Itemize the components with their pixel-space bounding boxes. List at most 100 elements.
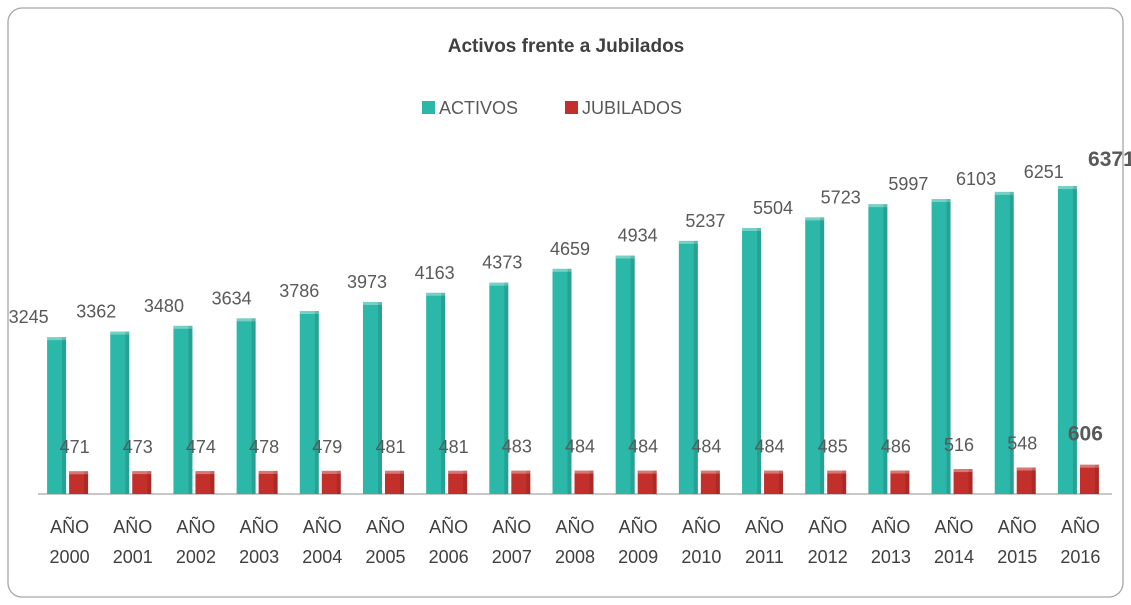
x-tick-label: AÑO 2007 bbox=[491, 517, 532, 567]
x-tick-label: AÑO 2014 bbox=[934, 517, 975, 567]
data-label: 3634 bbox=[212, 288, 252, 308]
bar bbox=[321, 470, 341, 494]
bar-cap bbox=[195, 471, 215, 475]
bar bbox=[299, 311, 319, 494]
data-label: 5237 bbox=[685, 211, 725, 231]
bar-cap bbox=[742, 227, 762, 231]
bar-cap bbox=[1016, 467, 1036, 471]
data-label: 548 bbox=[1007, 434, 1037, 454]
data-label: 485 bbox=[818, 437, 848, 457]
bar bbox=[448, 470, 468, 494]
bar bbox=[110, 331, 130, 494]
bar-cap bbox=[827, 470, 847, 474]
bar-cap bbox=[69, 471, 89, 475]
bar-shade bbox=[1072, 186, 1077, 494]
bar bbox=[552, 268, 572, 494]
bar bbox=[637, 470, 657, 494]
bar-shade bbox=[905, 470, 910, 494]
bar bbox=[195, 471, 215, 494]
bar bbox=[868, 204, 888, 494]
bar bbox=[511, 470, 531, 494]
data-label: 483 bbox=[502, 437, 532, 457]
bar-cap bbox=[931, 199, 951, 203]
x-tick-label: AÑO 2013 bbox=[870, 517, 911, 567]
legend-label: ACTIVOS bbox=[439, 98, 518, 118]
data-label: 5723 bbox=[821, 187, 861, 207]
bar bbox=[953, 469, 973, 494]
bar bbox=[700, 470, 720, 494]
bar-shade bbox=[399, 470, 404, 494]
bar-shade bbox=[526, 470, 531, 494]
bar-shade bbox=[188, 325, 193, 494]
bar-cap bbox=[1079, 464, 1099, 468]
bar-shade bbox=[652, 470, 657, 494]
bar bbox=[764, 470, 784, 494]
data-label: 6251 bbox=[1024, 162, 1064, 182]
bar-cap bbox=[994, 191, 1014, 195]
data-label: 481 bbox=[439, 437, 469, 457]
bar bbox=[678, 240, 698, 494]
x-tick-label: AÑO 2004 bbox=[302, 517, 343, 567]
chart-title: Activos frente a Jubilados bbox=[448, 36, 685, 57]
bar-shade bbox=[693, 240, 698, 494]
bar bbox=[615, 255, 635, 494]
bar bbox=[1016, 467, 1036, 494]
bar-shade bbox=[715, 470, 720, 494]
bar-cap bbox=[678, 240, 698, 244]
data-label: 481 bbox=[375, 437, 405, 457]
bar bbox=[805, 217, 825, 494]
data-label: 4659 bbox=[550, 239, 590, 259]
bar-shade bbox=[463, 470, 468, 494]
legend-swatch bbox=[565, 101, 578, 114]
data-label: 484 bbox=[628, 437, 658, 457]
bar-shade bbox=[273, 470, 278, 494]
bar-cap bbox=[868, 204, 888, 208]
bar bbox=[173, 325, 193, 494]
bar-cap bbox=[426, 292, 446, 296]
bar-cap bbox=[615, 255, 635, 259]
data-label: 471 bbox=[60, 437, 90, 457]
bar bbox=[47, 337, 67, 494]
bar-shade bbox=[441, 292, 446, 494]
data-label: 4163 bbox=[415, 263, 455, 283]
bar-shade bbox=[842, 470, 847, 494]
bar bbox=[931, 199, 951, 494]
bar bbox=[69, 471, 89, 494]
data-label: 3362 bbox=[76, 302, 116, 322]
bar bbox=[742, 227, 762, 494]
x-tick-label: AÑO 2016 bbox=[1060, 517, 1101, 567]
bar-cap bbox=[953, 469, 973, 473]
data-label: 484 bbox=[565, 437, 595, 457]
legend-label: JUBILADOS bbox=[582, 98, 682, 118]
x-tick-label: AÑO 2006 bbox=[428, 517, 469, 567]
data-label: 484 bbox=[755, 437, 785, 457]
x-tick-label: AÑO 2009 bbox=[618, 517, 659, 567]
bar-cap bbox=[132, 471, 152, 475]
bar-shade bbox=[1094, 464, 1099, 494]
bar-cap bbox=[805, 217, 825, 221]
x-tick-label: AÑO 2000 bbox=[49, 517, 90, 567]
bar bbox=[236, 318, 256, 494]
bar-cap bbox=[258, 470, 278, 474]
bar-shade bbox=[62, 337, 67, 494]
bar-shade bbox=[757, 227, 762, 494]
bar bbox=[384, 470, 404, 494]
data-label: 4373 bbox=[482, 253, 522, 273]
x-tick-label: AÑO 2012 bbox=[807, 517, 848, 567]
bar-cap bbox=[1057, 186, 1077, 190]
bar-shade bbox=[968, 469, 973, 494]
bar-shade bbox=[377, 301, 382, 494]
x-tick-label: AÑO 2011 bbox=[745, 517, 785, 567]
bar-cap bbox=[511, 470, 531, 474]
data-label: 3786 bbox=[279, 281, 319, 301]
bar-cap bbox=[299, 311, 319, 315]
bar-shade bbox=[1009, 191, 1014, 494]
bar-cap bbox=[448, 470, 468, 474]
bar bbox=[1079, 464, 1099, 494]
data-label: 478 bbox=[249, 437, 279, 457]
bar-cap bbox=[552, 268, 572, 272]
bar-shade bbox=[251, 318, 256, 494]
data-label: 484 bbox=[691, 437, 721, 457]
bar bbox=[426, 292, 446, 494]
